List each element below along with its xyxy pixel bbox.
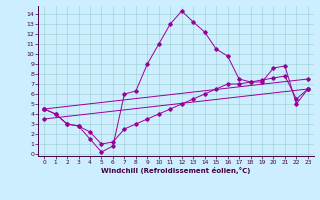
X-axis label: Windchill (Refroidissement éolien,°C): Windchill (Refroidissement éolien,°C) (101, 167, 251, 174)
